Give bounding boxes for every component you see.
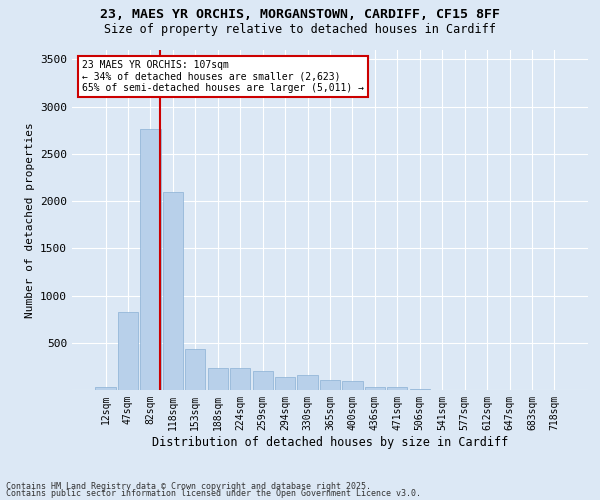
- Bar: [95, 387, 116, 390]
- Bar: [298, 376, 317, 390]
- Text: 23, MAES YR ORCHIS, MORGANSTOWN, CARDIFF, CF15 8FF: 23, MAES YR ORCHIS, MORGANSTOWN, CARDIFF…: [100, 8, 500, 20]
- X-axis label: Distribution of detached houses by size in Cardiff: Distribution of detached houses by size …: [152, 436, 508, 448]
- Bar: [387, 386, 407, 390]
- Bar: [365, 386, 385, 390]
- Bar: [185, 350, 205, 390]
- Text: Contains HM Land Registry data © Crown copyright and database right 2025.: Contains HM Land Registry data © Crown c…: [6, 482, 371, 491]
- Bar: [208, 368, 228, 390]
- Bar: [320, 380, 340, 390]
- Bar: [410, 389, 430, 390]
- Y-axis label: Number of detached properties: Number of detached properties: [25, 122, 35, 318]
- Text: 23 MAES YR ORCHIS: 107sqm
← 34% of detached houses are smaller (2,623)
65% of se: 23 MAES YR ORCHIS: 107sqm ← 34% of detac…: [82, 60, 364, 94]
- Bar: [275, 377, 295, 390]
- Bar: [163, 192, 183, 390]
- Text: Size of property relative to detached houses in Cardiff: Size of property relative to detached ho…: [104, 22, 496, 36]
- Bar: [118, 312, 138, 390]
- Bar: [230, 368, 250, 390]
- Bar: [140, 130, 161, 390]
- Bar: [343, 380, 362, 390]
- Text: Contains public sector information licensed under the Open Government Licence v3: Contains public sector information licen…: [6, 490, 421, 498]
- Bar: [253, 371, 273, 390]
